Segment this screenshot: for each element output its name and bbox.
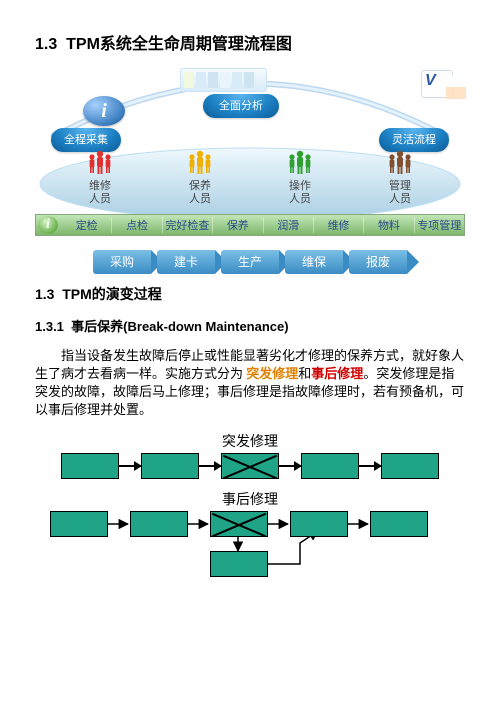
people-row: 维修 人员 保养 人员 [65, 148, 435, 206]
section-3-title-en: (Break-down Maintenance) [123, 319, 288, 334]
lifecycle-arrow-row: 采购 建卡 生产 维保 报废 [35, 250, 465, 274]
person-label-l1: 操作 [289, 180, 311, 192]
person-operator: 操作 人员 [265, 148, 335, 206]
person-label-l1: 保养 [189, 180, 211, 192]
flow-box [130, 511, 188, 537]
section-2-title: TPM的演变过程 [62, 286, 162, 302]
section-1-number: 1.3 [35, 36, 57, 53]
flow-box [141, 453, 199, 479]
person-upkeep: 保养 人员 [165, 148, 235, 206]
flow-arrow-icon [199, 465, 221, 467]
step-item: 完好检查 [163, 217, 213, 233]
flow-box-broken [221, 453, 279, 479]
visio-icon [421, 70, 453, 98]
person-label-l2: 人员 [389, 193, 411, 205]
step-item: 定检 [62, 217, 112, 233]
flow1-title: 突发修理 [35, 431, 465, 451]
flow-arrow-icon [119, 465, 141, 467]
flow-box [290, 511, 348, 537]
step-item: 保养 [213, 217, 263, 233]
flow-box [61, 453, 119, 479]
highlight-red: 事后修理 [311, 366, 363, 381]
body-paragraph: 指当设备发生故障后停止或性能显著劣化才修理的保养方式，就好象人生了病才去看病一样… [35, 347, 465, 419]
person-maintenance: 维修 人员 [65, 148, 135, 206]
lifecycle-arrow: 维保 [285, 250, 343, 274]
flow-box-broken [210, 511, 268, 537]
flow-box-spare [210, 551, 268, 577]
person-label-l1: 维修 [89, 180, 111, 192]
para-seg: 和 [298, 366, 311, 381]
people-group-icon [265, 148, 335, 178]
lifecycle-arrow: 建卡 [157, 250, 215, 274]
flow-arrow-icon [359, 465, 381, 467]
section-2-heading: 1.3 TPM的演变过程 [35, 284, 465, 304]
flow-box [381, 453, 439, 479]
people-group-icon [365, 148, 435, 178]
person-label-l1: 管理 [389, 180, 411, 192]
section-1-title: TPM系统全生命周期管理流程图 [66, 36, 292, 53]
step-item: 维修 [314, 217, 364, 233]
lifecycle-arrow: 报废 [349, 250, 407, 274]
lifecycle-arrow: 采购 [93, 250, 151, 274]
step-bar: i 定检 点检 完好检查 保养 润滑 维修 物料 专项管理 [35, 214, 465, 236]
section-3-heading: 1.3.1 事后保养(Break-down Maintenance) [35, 316, 465, 335]
section-3-number: 1.3.1 [35, 319, 64, 334]
step-item: 物料 [364, 217, 414, 233]
flow-sudden-repair: 突发修理 [35, 431, 465, 479]
flow-post-repair: 事后修理 [35, 489, 465, 583]
flow1-row [35, 453, 465, 479]
analysis-toolbar-icon [180, 68, 267, 92]
people-group-icon [65, 148, 135, 178]
step-item: 专项管理 [415, 217, 464, 233]
section-1-heading: 1.3 TPM系统全生命周期管理流程图 [35, 30, 465, 54]
step-item: 润滑 [264, 217, 314, 233]
flow-arrow-icon [279, 465, 301, 467]
info-oval-icon: i [83, 96, 125, 126]
section-2-number: 1.3 [35, 286, 54, 302]
flow-box [50, 511, 108, 537]
flow-box [370, 511, 428, 537]
flow2-title: 事后修理 [35, 489, 465, 509]
step-item: 点检 [112, 217, 162, 233]
flow-box [301, 453, 359, 479]
people-group-icon [165, 148, 235, 178]
section-3-title-cn: 事后保养 [71, 319, 123, 334]
person-label-l2: 人员 [289, 193, 311, 205]
person-manager: 管理 人员 [365, 148, 435, 206]
pill-analyze: 全面分析 [203, 94, 279, 118]
flow2-diagram [50, 511, 450, 583]
lifecycle-arrow: 生产 [221, 250, 279, 274]
person-label-l2: 人员 [89, 193, 111, 205]
person-label-l2: 人员 [189, 193, 211, 205]
lifecycle-diagram: i 全程采集 全面分析 灵活流程 维修 人员 [35, 66, 465, 236]
highlight-orange: 突发修理 [246, 366, 298, 381]
step-bar-info-icon: i [38, 216, 58, 234]
